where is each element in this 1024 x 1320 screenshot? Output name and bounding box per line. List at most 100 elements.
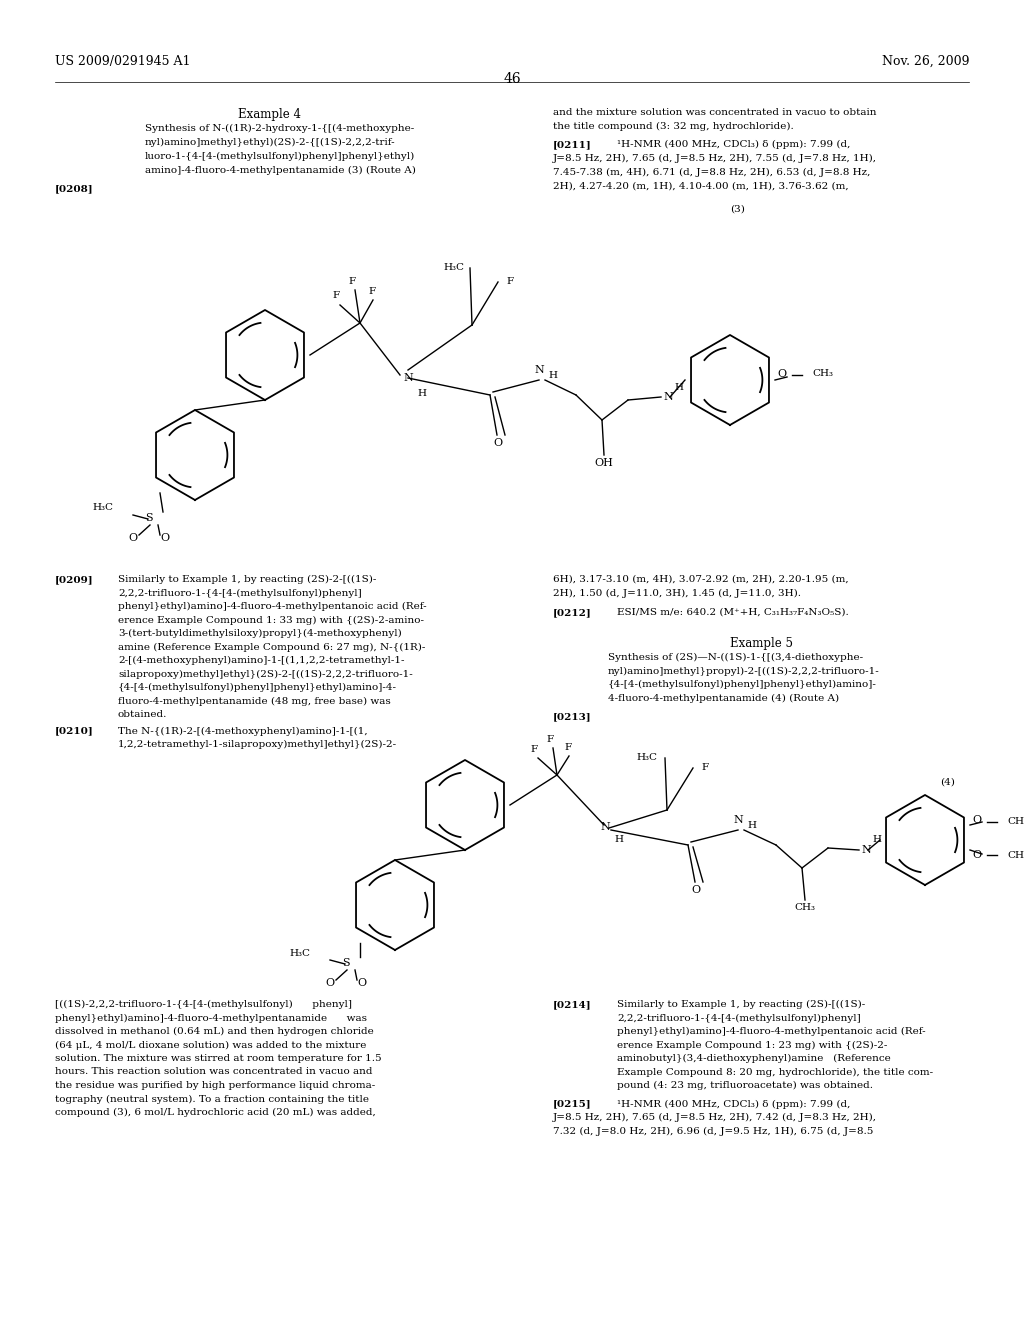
Text: H₃C: H₃C bbox=[289, 949, 310, 957]
Text: F: F bbox=[547, 735, 554, 744]
Text: O: O bbox=[777, 370, 786, 379]
Text: 46: 46 bbox=[503, 73, 521, 86]
Text: phenyl}ethyl)amino]-4-fluoro-4-methylpentanoic acid (Ref-: phenyl}ethyl)amino]-4-fluoro-4-methylpen… bbox=[617, 1027, 926, 1036]
Text: Example 4: Example 4 bbox=[239, 108, 301, 121]
Text: The N-{(1R)-2-[(4-methoxyphenyl)amino]-1-[(1,: The N-{(1R)-2-[(4-methoxyphenyl)amino]-1… bbox=[118, 726, 368, 735]
Text: N: N bbox=[733, 814, 742, 825]
Text: H: H bbox=[614, 836, 624, 845]
Text: erence Example Compound 1: 33 mg) with {(2S)-2-amino-: erence Example Compound 1: 33 mg) with {… bbox=[118, 615, 424, 624]
Text: CH₃: CH₃ bbox=[1007, 817, 1024, 826]
Text: N: N bbox=[861, 845, 870, 855]
Text: (64 μL, 4 mol/L dioxane solution) was added to the mixture: (64 μL, 4 mol/L dioxane solution) was ad… bbox=[55, 1040, 367, 1049]
Text: F: F bbox=[530, 746, 538, 755]
Text: N: N bbox=[403, 374, 413, 383]
Text: F: F bbox=[564, 743, 571, 752]
Text: Example 5: Example 5 bbox=[730, 638, 794, 649]
Text: J=8.5 Hz, 2H), 7.65 (d, J=8.5 Hz, 2H), 7.55 (d, J=7.8 Hz, 1H),: J=8.5 Hz, 2H), 7.65 (d, J=8.5 Hz, 2H), 7… bbox=[553, 154, 877, 164]
Text: O: O bbox=[973, 850, 982, 861]
Text: fluoro-4-methylpentanamide (48 mg, free base) was: fluoro-4-methylpentanamide (48 mg, free … bbox=[118, 697, 391, 706]
Text: phenyl}ethyl)amino]-4-fluoro-4-methylpentanoic acid (Ref-: phenyl}ethyl)amino]-4-fluoro-4-methylpen… bbox=[118, 602, 427, 611]
Text: US 2009/0291945 A1: US 2009/0291945 A1 bbox=[55, 55, 190, 69]
Text: 2,2,2-trifluoro-1-{4-[4-(methylsulfonyl)phenyl]: 2,2,2-trifluoro-1-{4-[4-(methylsulfonyl)… bbox=[118, 589, 361, 598]
Text: {4-[4-(methylsulfonyl)phenyl]phenyl}ethyl)amino]-4-: {4-[4-(methylsulfonyl)phenyl]phenyl}ethy… bbox=[118, 682, 397, 692]
Text: CH₃: CH₃ bbox=[1007, 851, 1024, 861]
Text: Example Compound 8: 20 mg, hydrochloride), the title com-: Example Compound 8: 20 mg, hydrochloride… bbox=[617, 1068, 933, 1077]
Text: O: O bbox=[128, 533, 137, 543]
Text: [0213]: [0213] bbox=[553, 711, 592, 721]
Text: Synthesis of (2S)—N-((1S)-1-{[(3,4-diethoxyphe-: Synthesis of (2S)—N-((1S)-1-{[(3,4-dieth… bbox=[608, 653, 863, 663]
Text: {4-[4-(methylsulfonyl)phenyl]phenyl}ethyl)amino]-: {4-[4-(methylsulfonyl)phenyl]phenyl}ethy… bbox=[608, 680, 877, 689]
Text: (4): (4) bbox=[940, 777, 954, 787]
Text: obtained.: obtained. bbox=[118, 710, 167, 719]
Text: ESI/MS m/e: 640.2 (M⁺+H, C₃₁H₃₇F₄N₃O₅S).: ESI/MS m/e: 640.2 (M⁺+H, C₃₁H₃₇F₄N₃O₅S). bbox=[617, 609, 849, 616]
Text: N: N bbox=[663, 392, 673, 403]
Text: H₃C: H₃C bbox=[92, 503, 113, 512]
Text: H₃C: H₃C bbox=[443, 264, 464, 272]
Text: F: F bbox=[506, 277, 513, 286]
Text: [0212]: [0212] bbox=[553, 609, 592, 616]
Text: H: H bbox=[872, 836, 881, 845]
Text: 4-fluoro-4-methylpentanamide (4) (Route A): 4-fluoro-4-methylpentanamide (4) (Route … bbox=[608, 693, 839, 702]
Text: amine (Reference Example Compound 6: 27 mg), N-{(1R)-: amine (Reference Example Compound 6: 27 … bbox=[118, 643, 425, 652]
Text: the title compound (3: 32 mg, hydrochloride).: the title compound (3: 32 mg, hydrochlor… bbox=[553, 121, 794, 131]
Text: 2,2,2-trifluoro-1-{4-[4-(methylsulfonyl)phenyl]: 2,2,2-trifluoro-1-{4-[4-(methylsulfonyl)… bbox=[617, 1014, 861, 1023]
Text: 6H), 3.17-3.10 (m, 4H), 3.07-2.92 (m, 2H), 2.20-1.95 (m,: 6H), 3.17-3.10 (m, 4H), 3.07-2.92 (m, 2H… bbox=[553, 576, 849, 583]
Text: J=8.5 Hz, 2H), 7.65 (d, J=8.5 Hz, 2H), 7.42 (d, J=8.3 Hz, 2H),: J=8.5 Hz, 2H), 7.65 (d, J=8.5 Hz, 2H), 7… bbox=[553, 1113, 877, 1122]
Text: (3): (3) bbox=[730, 205, 744, 214]
Text: and the mixture solution was concentrated in vacuo to obtain: and the mixture solution was concentrate… bbox=[553, 108, 877, 117]
Text: 2-[(4-methoxyphenyl)amino]-1-[(1,1,2,2-tetramethyl-1-: 2-[(4-methoxyphenyl)amino]-1-[(1,1,2,2-t… bbox=[118, 656, 404, 665]
Text: [0215]: [0215] bbox=[553, 1100, 592, 1109]
Text: O: O bbox=[326, 978, 335, 987]
Text: [0211]: [0211] bbox=[553, 140, 592, 149]
Text: S: S bbox=[342, 958, 350, 968]
Text: O: O bbox=[494, 438, 503, 447]
Text: 3-(tert-butyldimethylsiloxy)propyl}(4-methoxyphenyl): 3-(tert-butyldimethylsiloxy)propyl}(4-me… bbox=[118, 630, 401, 638]
Text: Synthesis of N-((1R)-2-hydroxy-1-{[(4-methoxyphe-: Synthesis of N-((1R)-2-hydroxy-1-{[(4-me… bbox=[145, 124, 415, 133]
Text: dissolved in methanol (0.64 mL) and then hydrogen chloride: dissolved in methanol (0.64 mL) and then… bbox=[55, 1027, 374, 1036]
Text: O: O bbox=[691, 884, 700, 895]
Text: amino]-4-fluoro-4-methylpentanamide (3) (Route A): amino]-4-fluoro-4-methylpentanamide (3) … bbox=[145, 166, 416, 176]
Text: silapropoxy)methyl]ethyl}(2S)-2-[((1S)-2,2,2-trifluoro-1-: silapropoxy)methyl]ethyl}(2S)-2-[((1S)-2… bbox=[118, 669, 413, 678]
Text: 2H), 4.27-4.20 (m, 1H), 4.10-4.00 (m, 1H), 3.76-3.62 (m,: 2H), 4.27-4.20 (m, 1H), 4.10-4.00 (m, 1H… bbox=[553, 182, 849, 191]
Text: 7.45-7.38 (m, 4H), 6.71 (d, J=8.8 Hz, 2H), 6.53 (d, J=8.8 Hz,: 7.45-7.38 (m, 4H), 6.71 (d, J=8.8 Hz, 2H… bbox=[553, 168, 870, 177]
Text: CH₃: CH₃ bbox=[812, 370, 833, 379]
Text: H: H bbox=[674, 383, 683, 392]
Text: S: S bbox=[145, 513, 153, 523]
Text: [0210]: [0210] bbox=[55, 726, 94, 735]
Text: H: H bbox=[549, 371, 557, 380]
Text: [0209]: [0209] bbox=[55, 576, 93, 583]
Text: F: F bbox=[701, 763, 709, 772]
Text: [((1S)-2,2,2-trifluoro-1-{4-[4-(methylsulfonyl)      phenyl]: [((1S)-2,2,2-trifluoro-1-{4-[4-(methylsu… bbox=[55, 1001, 352, 1008]
Text: nyl)amino]methyl}propyl)-2-[((1S)-2,2,2-trifluoro-1-: nyl)amino]methyl}propyl)-2-[((1S)-2,2,2-… bbox=[608, 667, 880, 676]
Text: Nov. 26, 2009: Nov. 26, 2009 bbox=[882, 55, 969, 69]
Text: ¹H-NMR (400 MHz, CDCl₃) δ (ppm): 7.99 (d,: ¹H-NMR (400 MHz, CDCl₃) δ (ppm): 7.99 (d… bbox=[617, 140, 850, 149]
Text: [0214]: [0214] bbox=[553, 1001, 592, 1008]
Text: F: F bbox=[369, 288, 376, 297]
Text: OH: OH bbox=[595, 458, 613, 469]
Text: O: O bbox=[357, 978, 367, 987]
Text: 2H), 1.50 (d, J=11.0, 3H), 1.45 (d, J=11.0, 3H).: 2H), 1.50 (d, J=11.0, 3H), 1.45 (d, J=11… bbox=[553, 589, 801, 598]
Text: F: F bbox=[333, 290, 340, 300]
Text: solution. The mixture was stirred at room temperature for 1.5: solution. The mixture was stirred at roo… bbox=[55, 1053, 382, 1063]
Text: N: N bbox=[600, 822, 610, 832]
Text: luoro-1-{4-[4-(methylsulfonyl)phenyl]phenyl}ethyl): luoro-1-{4-[4-(methylsulfonyl)phenyl]phe… bbox=[145, 152, 416, 161]
Text: pound (4: 23 mg, trifluoroacetate) was obtained.: pound (4: 23 mg, trifluoroacetate) was o… bbox=[617, 1081, 873, 1090]
Text: tography (neutral system). To a fraction containing the title: tography (neutral system). To a fraction… bbox=[55, 1094, 369, 1104]
Text: F: F bbox=[348, 277, 355, 286]
Text: O: O bbox=[161, 533, 170, 543]
Text: phenyl}ethyl)amino]-4-fluoro-4-methylpentanamide      was: phenyl}ethyl)amino]-4-fluoro-4-methylpen… bbox=[55, 1014, 367, 1023]
Text: erence Example Compound 1: 23 mg) with {(2S)-2-: erence Example Compound 1: 23 mg) with {… bbox=[617, 1040, 888, 1049]
Text: H: H bbox=[748, 821, 757, 829]
Text: the residue was purified by high performance liquid chroma-: the residue was purified by high perform… bbox=[55, 1081, 375, 1090]
Text: H₃C: H₃C bbox=[636, 754, 657, 763]
Text: Similarly to Example 1, by reacting (2S)-2-[((1S)-: Similarly to Example 1, by reacting (2S)… bbox=[118, 576, 377, 585]
Text: H: H bbox=[418, 388, 427, 397]
Text: 1,2,2-tetramethyl-1-silapropoxy)methyl]ethyl}(2S)-2-: 1,2,2-tetramethyl-1-silapropoxy)methyl]e… bbox=[118, 741, 397, 750]
Text: 7.32 (d, J=8.0 Hz, 2H), 6.96 (d, J=9.5 Hz, 1H), 6.75 (d, J=8.5: 7.32 (d, J=8.0 Hz, 2H), 6.96 (d, J=9.5 H… bbox=[553, 1126, 873, 1135]
Text: nyl)amino]methyl}ethyl)(2S)-2-{[(1S)-2,2,2-trif-: nyl)amino]methyl}ethyl)(2S)-2-{[(1S)-2,2… bbox=[145, 139, 395, 147]
Text: N: N bbox=[535, 366, 544, 375]
Text: O: O bbox=[973, 814, 982, 825]
Text: [0208]: [0208] bbox=[55, 183, 93, 193]
Text: Similarly to Example 1, by reacting (2S)-[((1S)-: Similarly to Example 1, by reacting (2S)… bbox=[617, 1001, 865, 1008]
Text: compound (3), 6 mol/L hydrochloric acid (20 mL) was added,: compound (3), 6 mol/L hydrochloric acid … bbox=[55, 1107, 376, 1117]
